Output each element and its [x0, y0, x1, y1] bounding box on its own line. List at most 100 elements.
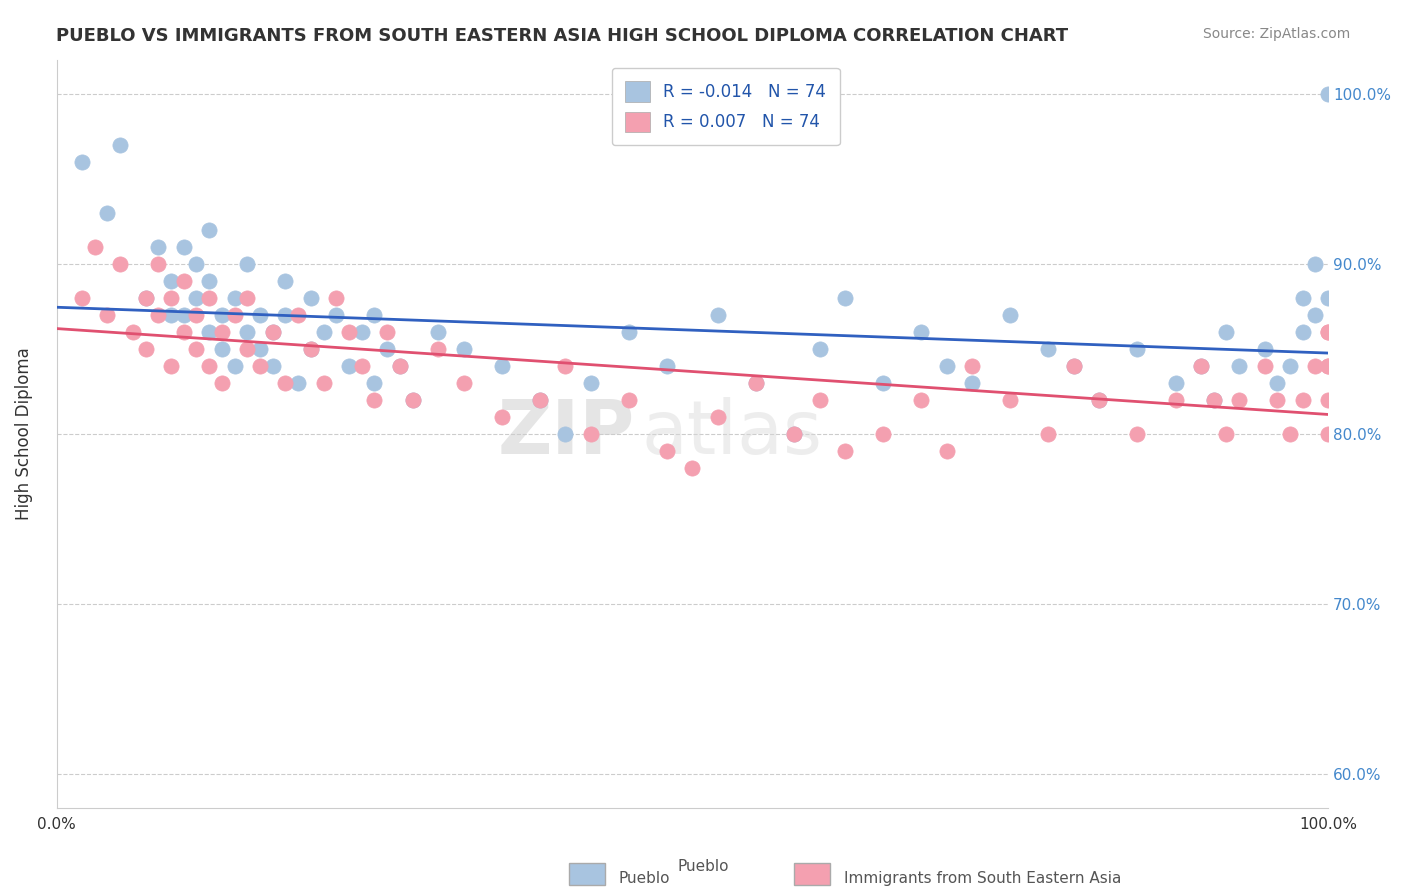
Point — [186, 257, 208, 271]
Point — [529, 392, 551, 407]
Point — [960, 359, 983, 373]
Point — [1063, 359, 1085, 373]
Point — [375, 325, 398, 339]
Point — [122, 325, 145, 339]
Point — [1317, 392, 1340, 407]
Point — [350, 359, 373, 373]
Point — [872, 426, 894, 441]
Point — [211, 325, 233, 339]
Text: ZIP: ZIP — [498, 397, 636, 470]
Point — [554, 359, 576, 373]
Point — [274, 308, 297, 322]
Point — [1215, 426, 1237, 441]
Point — [1317, 291, 1340, 305]
Point — [872, 376, 894, 390]
Point — [655, 359, 678, 373]
Point — [287, 308, 309, 322]
Point — [1317, 325, 1340, 339]
Point — [579, 426, 602, 441]
Point — [1063, 359, 1085, 373]
Point — [312, 376, 335, 390]
Point — [160, 291, 183, 305]
Point — [617, 325, 640, 339]
Point — [745, 376, 768, 390]
Point — [135, 342, 157, 356]
Point — [960, 376, 983, 390]
Point — [1189, 359, 1212, 373]
Point — [287, 376, 309, 390]
Point — [148, 239, 170, 253]
Point — [745, 376, 768, 390]
Point — [160, 359, 183, 373]
Point — [198, 325, 221, 339]
Point — [96, 308, 118, 322]
Point — [224, 359, 246, 373]
Text: PUEBLO VS IMMIGRANTS FROM SOUTH EASTERN ASIA HIGH SCHOOL DIPLOMA CORRELATION CHA: PUEBLO VS IMMIGRANTS FROM SOUTH EASTERN … — [56, 27, 1069, 45]
Point — [173, 308, 195, 322]
Point — [274, 376, 297, 390]
Point — [96, 205, 118, 219]
Point — [148, 308, 170, 322]
Point — [274, 274, 297, 288]
Point — [617, 392, 640, 407]
Point — [1317, 426, 1340, 441]
Point — [160, 308, 183, 322]
Point — [236, 257, 259, 271]
Point — [491, 409, 513, 424]
Point — [707, 308, 730, 322]
Point — [1164, 376, 1187, 390]
Point — [186, 308, 208, 322]
Point — [453, 376, 475, 390]
Point — [655, 443, 678, 458]
Point — [211, 308, 233, 322]
Point — [388, 359, 411, 373]
Point — [427, 325, 450, 339]
Point — [249, 308, 271, 322]
Point — [1253, 359, 1275, 373]
Point — [363, 392, 385, 407]
Point — [83, 239, 105, 253]
Point — [1292, 392, 1315, 407]
Point — [299, 342, 322, 356]
Y-axis label: High School Diploma: High School Diploma — [15, 347, 32, 520]
Point — [1317, 359, 1340, 373]
Point — [1189, 359, 1212, 373]
Point — [808, 392, 831, 407]
Point — [1292, 291, 1315, 305]
Point — [350, 325, 373, 339]
Point — [401, 392, 423, 407]
Point — [1317, 325, 1340, 339]
Point — [1215, 325, 1237, 339]
Point — [108, 137, 131, 152]
Point — [1305, 308, 1327, 322]
Point — [1126, 426, 1149, 441]
Point — [910, 325, 932, 339]
Point — [135, 291, 157, 305]
Point — [211, 342, 233, 356]
Point — [198, 291, 221, 305]
Point — [910, 392, 932, 407]
Point — [325, 291, 347, 305]
Point — [1164, 392, 1187, 407]
Point — [249, 342, 271, 356]
Point — [70, 291, 93, 305]
Point — [554, 426, 576, 441]
Point — [148, 257, 170, 271]
Point — [1305, 257, 1327, 271]
Point — [262, 359, 284, 373]
Point — [1317, 87, 1340, 101]
Point — [1038, 342, 1060, 356]
Point — [211, 376, 233, 390]
Point — [401, 392, 423, 407]
Point — [808, 342, 831, 356]
Text: Immigrants from South Eastern Asia: Immigrants from South Eastern Asia — [844, 871, 1121, 886]
Point — [1278, 426, 1301, 441]
Legend: R = -0.014   N = 74, R = 0.007   N = 74: R = -0.014 N = 74, R = 0.007 N = 74 — [612, 68, 839, 145]
Point — [1000, 308, 1022, 322]
Point — [262, 325, 284, 339]
Point — [1088, 392, 1111, 407]
Point — [579, 376, 602, 390]
Point — [1227, 392, 1250, 407]
Point — [1265, 376, 1288, 390]
Text: Pueblo: Pueblo — [678, 859, 728, 874]
